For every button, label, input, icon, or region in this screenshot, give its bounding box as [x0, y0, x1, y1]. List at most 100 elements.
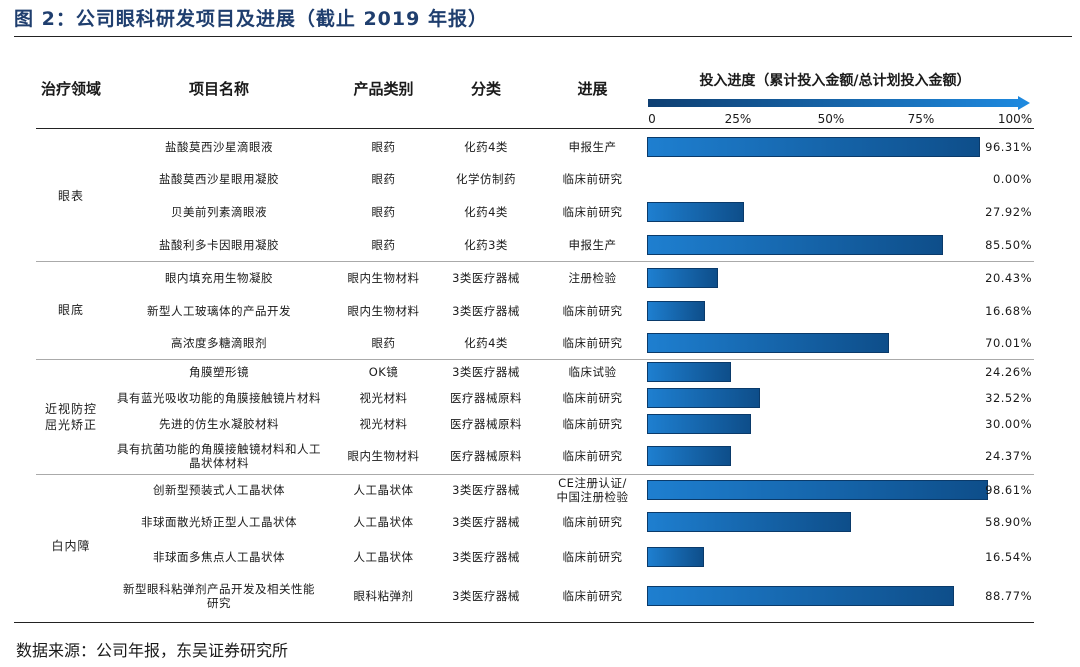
investment-bar	[647, 234, 943, 255]
product-class: 化学仿制药	[456, 172, 516, 186]
product-category: OK镜	[368, 365, 399, 379]
bar-track	[647, 410, 993, 437]
bar-track	[647, 163, 993, 195]
progress-status: 临床前研究	[562, 172, 623, 186]
investment-label: 16.54%	[985, 549, 1032, 564]
table-row: 贝美前列素滴眼液 眼药 化药4类 临床前研究 27.92%	[0, 195, 1080, 228]
table-row: 先进的仿生水凝胶材料 视光材料 医疗器械原料 临床前研究 30.00%	[0, 410, 1080, 437]
bar-track	[647, 385, 993, 410]
project-name: 非球面多焦点人工晶状体	[153, 549, 285, 564]
investment-bar	[647, 413, 751, 434]
project-name: 贝美前列素滴眼液	[171, 204, 267, 219]
project-name: 盐酸利多卡因眼用凝胶	[159, 237, 279, 252]
project-name: 非球面散光矫正型人工晶状体	[141, 515, 297, 529]
project-name: 新型眼科粘弹剂产品开发及相关性能 研究	[123, 582, 315, 610]
product-category: 眼内生物材料	[347, 303, 420, 318]
progress-status: 临床前研究	[562, 416, 623, 431]
product-class: 3类医疗器械	[452, 483, 520, 497]
bar-track	[647, 228, 993, 261]
investment-label: 70.01%	[985, 336, 1032, 350]
bar-track	[647, 474, 993, 506]
project-name: 新型人工玻璃体的产品开发	[147, 303, 291, 318]
table-row: 创新型预装式人工晶状体 人工晶状体 3类医疗器械 CE注册认证/ 中国注册检验 98.6…	[0, 474, 1080, 506]
product-class: 化药4类	[464, 204, 508, 219]
product-category: 眼药	[371, 204, 396, 219]
area-group-label: 近视防控 屈光矫正	[44, 401, 97, 432]
area-group-label: 白内障	[51, 538, 91, 553]
product-class: 医疗器械原料	[450, 416, 522, 431]
progress-status: 临床前研究	[562, 303, 623, 318]
table-row: 具有抗菌功能的角膜接触镜材料和人工 晶状体材料 眼内生物材料 医疗器械原料 临床前研究…	[0, 437, 1080, 474]
product-category: 视光材料	[359, 390, 408, 405]
investment-label: 98.61%	[985, 483, 1032, 497]
bottom-rule	[14, 622, 1034, 623]
figure-title: 图 2：公司眼科研发项目及进展（截止 2019 年报）	[14, 8, 488, 30]
project-name: 具有抗菌功能的角膜接触镜材料和人工 晶状体材料	[117, 441, 321, 470]
project-name: 盐酸莫西沙星眼用凝胶	[159, 172, 279, 186]
header-project: 项目名称	[188, 80, 249, 98]
table-row: 非球面多焦点人工晶状体 人工晶状体 3类医疗器械 临床前研究 16.54%	[0, 538, 1080, 575]
investment-label: 24.26%	[985, 365, 1032, 379]
investment-label: 96.31%	[985, 139, 1032, 154]
header-class: 分类	[470, 80, 501, 98]
table-row: 盐酸莫西沙星滴眼液 眼药 化药4类 申报生产 96.31%	[0, 130, 1080, 163]
progress-status: 临床前研究	[562, 390, 623, 405]
group-separator	[36, 359, 1034, 360]
bar-track	[647, 575, 993, 617]
product-class: 化药4类	[464, 336, 508, 350]
product-class: 3类医疗器械	[452, 303, 520, 318]
source-note: 数据来源：公司年报，东吴证券研究所	[16, 641, 289, 660]
axis-tick: 25%	[724, 112, 752, 126]
product-class: 3类医疗器械	[452, 515, 520, 529]
product-class: 3类医疗器械	[452, 549, 520, 564]
product-category: 人工晶状体	[353, 483, 414, 497]
bar-track	[647, 359, 993, 385]
investment-label: 0.00%	[992, 172, 1032, 186]
area-group-label: 眼表	[57, 188, 84, 203]
investment-bar	[647, 136, 981, 157]
axis-tick: 75%	[907, 112, 935, 126]
table-row: 高浓度多糖滴眼剂 眼药 化药4类 临床前研究 70.01%	[0, 327, 1080, 359]
progress-status: 申报生产	[568, 139, 617, 154]
investment-label: 20.43%	[985, 270, 1032, 285]
product-class: 化药3类	[464, 237, 508, 252]
product-category: 眼内生物材料	[347, 448, 420, 463]
investment-label: 32.52%	[985, 390, 1032, 405]
product-category: 眼内生物材料	[347, 270, 420, 285]
investment-bar	[647, 333, 890, 353]
bar-track	[647, 437, 993, 474]
progress-status: 临床前研究	[562, 589, 623, 603]
investment-bar	[647, 546, 705, 567]
investment-bar	[647, 586, 955, 606]
progress-status: 临床前研究	[562, 515, 623, 529]
table-row: 新型眼科粘弹剂产品开发及相关性能 研究 眼科粘弹剂 3类医疗器械 临床前研究 88.77…	[0, 575, 1080, 617]
product-category: 眼科粘弹剂	[353, 589, 414, 603]
product-class: 医疗器械原料	[450, 390, 522, 405]
project-name: 创新型预装式人工晶状体	[153, 483, 285, 497]
investment-label: 24.37%	[985, 448, 1032, 463]
product-category: 眼药	[371, 336, 396, 350]
axis-tick: 100%	[997, 112, 1033, 126]
product-category: 眼药	[371, 237, 396, 252]
investment-label: 88.77%	[985, 589, 1032, 603]
area-group-label: 眼底	[57, 303, 84, 317]
investment-bar	[647, 300, 705, 321]
bar-track	[647, 130, 993, 163]
investment-label: 85.50%	[985, 237, 1032, 252]
group-separator	[36, 261, 1034, 262]
product-class: 医疗器械原料	[450, 448, 522, 463]
investment-bar	[647, 201, 744, 222]
project-name: 先进的仿生水凝胶材料	[159, 416, 279, 431]
table-row: 盐酸莫西沙星眼用凝胶 眼药 化学仿制药 临床前研究 0.00%	[0, 163, 1080, 195]
project-name: 高浓度多糖滴眼剂	[171, 336, 267, 350]
product-category: 人工晶状体	[353, 515, 414, 529]
header-category: 产品类别	[353, 80, 414, 98]
project-name: 盐酸莫西沙星滴眼液	[165, 139, 273, 154]
progress-status: 临床试验	[568, 365, 617, 379]
bar-track	[647, 538, 993, 575]
product-class: 3类医疗器械	[452, 589, 520, 603]
top-rule	[14, 36, 1072, 37]
bar-track	[647, 294, 993, 327]
table-row: 非球面散光矫正型人工晶状体 人工晶状体 3类医疗器械 临床前研究 58.90%	[0, 506, 1080, 538]
axis-tick: 0	[648, 112, 656, 126]
